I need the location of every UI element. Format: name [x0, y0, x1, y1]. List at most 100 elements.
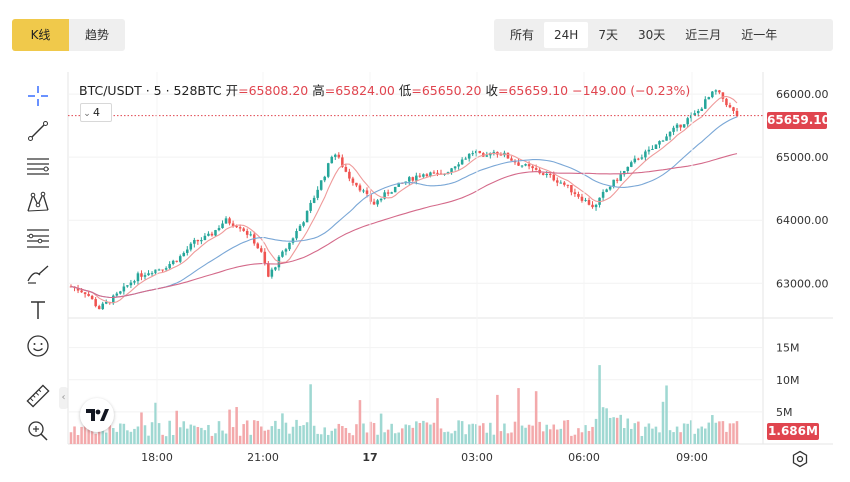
range-24h[interactable]: 24H — [544, 22, 589, 48]
volume-bar — [260, 426, 263, 444]
tradingview-logo[interactable] — [80, 398, 114, 432]
volume-bar — [231, 427, 235, 444]
candle-body — [291, 238, 295, 243]
volume-bar — [319, 434, 323, 444]
range-30d[interactable]: 30天 — [637, 28, 666, 42]
volume-bar — [281, 413, 284, 444]
candle-body — [355, 182, 358, 186]
volume-bar — [238, 435, 242, 444]
tab-trend[interactable]: 趋势 — [69, 19, 125, 51]
candle-body — [133, 281, 136, 283]
candle-body — [164, 268, 168, 270]
candle-body — [362, 190, 365, 192]
candle-body — [707, 97, 711, 100]
volume-bar — [689, 420, 693, 444]
candle-body — [312, 197, 316, 203]
range-all[interactable]: 所有 — [510, 28, 535, 42]
volume-bar — [548, 429, 552, 444]
ma-fast-line — [70, 95, 738, 304]
candle-body — [193, 239, 196, 244]
open-value: =65808.20 — [238, 83, 309, 98]
volume-bar — [492, 434, 496, 444]
change-value: −149.00 (−0.23%) — [572, 83, 691, 98]
candle-body — [492, 151, 496, 153]
volume-bar — [418, 422, 422, 444]
volume-bar — [679, 432, 682, 444]
tab-kline[interactable]: K线 — [12, 19, 69, 51]
ruler-icon[interactable] — [24, 382, 52, 410]
close-label: 收 — [485, 83, 498, 98]
volume-bar — [425, 422, 429, 444]
candle-body — [425, 174, 429, 177]
candle-body — [217, 228, 221, 231]
candle-body — [284, 249, 288, 252]
volume-bar — [619, 414, 622, 444]
indicator-toggle[interactable]: ⌄ 4 — [80, 103, 112, 122]
volume-bar — [531, 425, 534, 444]
gear-icon[interactable] — [791, 450, 809, 468]
candle-body — [196, 239, 200, 242]
candle-body — [630, 162, 633, 167]
collapse-toolbar-button[interactable]: ‹ — [59, 387, 68, 409]
volume-bar — [534, 391, 538, 444]
candle-body — [654, 144, 658, 149]
candle-body — [647, 149, 651, 152]
candle-body — [474, 150, 478, 154]
candle-body — [686, 118, 689, 125]
zoom-icon[interactable] — [24, 417, 52, 445]
candle-body — [721, 92, 725, 99]
volume-bar — [651, 428, 654, 444]
crosshair-icon[interactable] — [24, 82, 52, 110]
candle-body — [171, 260, 175, 265]
range-1y[interactable]: 近一年 — [741, 28, 778, 42]
volume-bar — [658, 432, 661, 444]
volume-bar — [605, 408, 608, 444]
candle-body — [573, 192, 577, 195]
low-label: 低 — [398, 83, 412, 98]
volume-bar — [446, 431, 450, 444]
trendline-icon[interactable] — [24, 117, 52, 145]
volume-bar — [224, 433, 228, 444]
candle-body — [506, 152, 510, 159]
volume-bar — [386, 429, 390, 444]
candle-body — [274, 267, 277, 270]
volume-bar — [707, 422, 711, 444]
range-3m[interactable]: 近三月 — [685, 28, 722, 42]
fib-icon[interactable] — [24, 224, 52, 252]
text-icon[interactable] — [24, 296, 52, 324]
candle-body — [302, 222, 305, 226]
volume-bar — [644, 426, 647, 444]
volume-bar — [570, 435, 573, 444]
candle-body — [249, 234, 252, 236]
volume-bar — [207, 424, 210, 444]
volume-bar — [598, 365, 601, 444]
horizontal-lines-icon[interactable] — [24, 152, 52, 180]
volume-bar — [242, 424, 245, 444]
candle-body — [450, 168, 453, 173]
volume-bar — [563, 420, 566, 444]
candle-body — [101, 303, 104, 310]
volume-bar — [344, 427, 348, 444]
candle-body — [270, 269, 274, 277]
candle-body — [305, 210, 309, 223]
candle-body — [520, 165, 524, 167]
volume-bar — [252, 420, 256, 444]
pattern-icon[interactable] — [24, 188, 52, 216]
candle-body — [411, 177, 415, 181]
candle-body — [735, 110, 739, 117]
candle-body — [235, 225, 238, 228]
emoji-icon[interactable] — [24, 332, 52, 360]
candle-body — [545, 173, 548, 175]
candle-body — [126, 285, 129, 287]
volume-bar — [390, 423, 393, 444]
candle-body — [633, 158, 637, 163]
brush-icon[interactable] — [24, 260, 52, 288]
volume-bar — [693, 433, 696, 444]
volume-bar — [415, 421, 418, 444]
volume-bar — [284, 422, 288, 444]
volume-bar — [718, 421, 721, 444]
range-7d[interactable]: 7天 — [598, 28, 618, 42]
volume-bar — [90, 419, 94, 444]
volume-bar — [171, 435, 175, 444]
